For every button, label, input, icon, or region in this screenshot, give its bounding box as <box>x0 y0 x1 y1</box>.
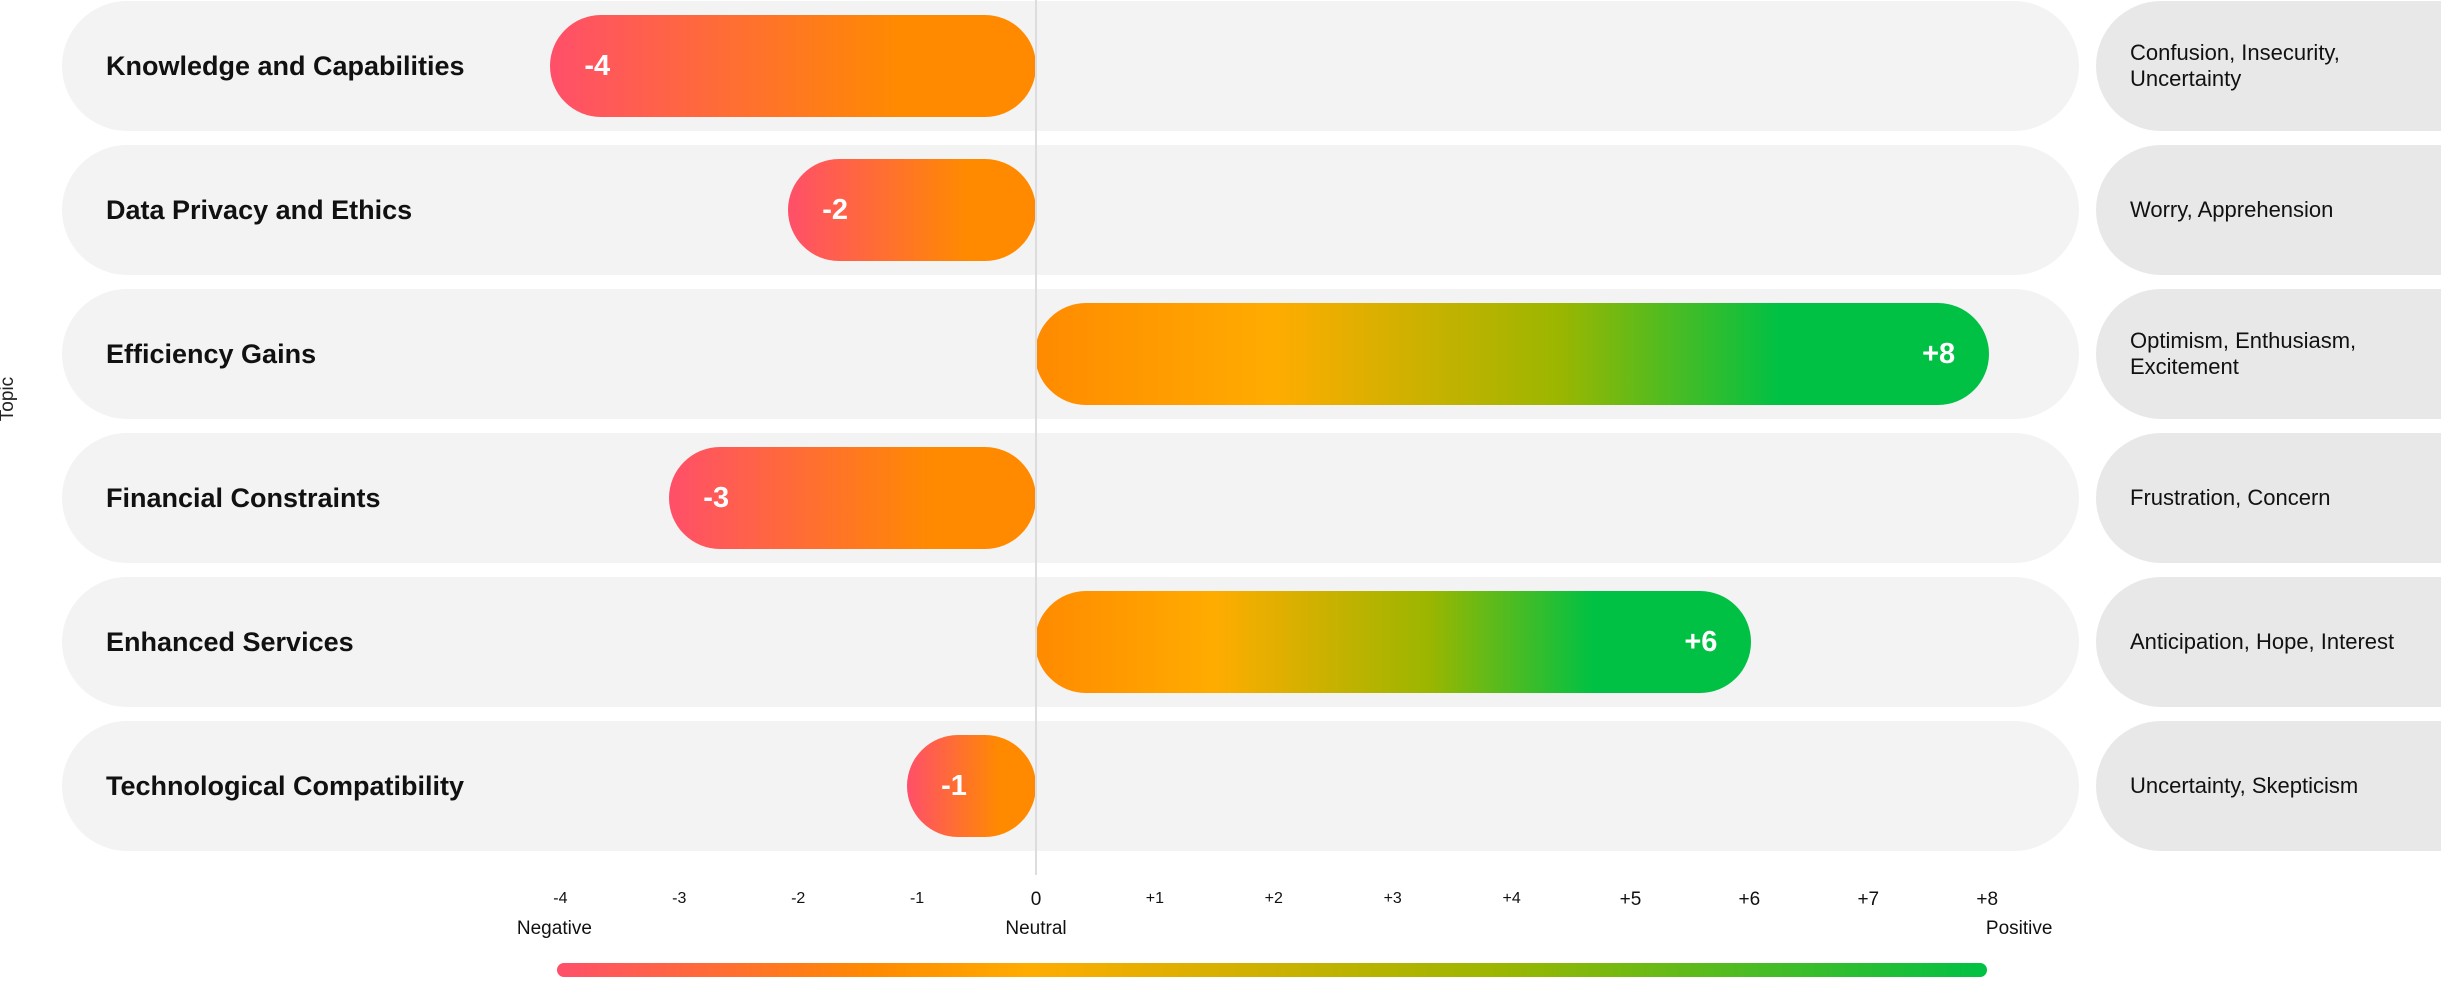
sentiment-value-label: -4 <box>584 49 611 82</box>
topic-row <box>62 145 2079 275</box>
sentiment-value-label: -2 <box>822 193 848 226</box>
x-tick-label: +7 <box>1857 889 1880 910</box>
x-tick-label: +8 <box>1976 889 1999 910</box>
topic-label: Enhanced Services <box>106 626 354 657</box>
neutral-scale-label: Neutral <box>1005 918 1067 939</box>
sentiment-value-label: +8 <box>1922 337 1956 370</box>
sentiment-bar: +8 <box>1035 303 1990 405</box>
negative-scale-label: Negative <box>516 918 592 939</box>
topic-label: Data Privacy and Ethics <box>106 194 413 225</box>
sentiment-bar: -2 <box>788 159 1036 261</box>
topic-row <box>62 721 2079 851</box>
y-axis-title: Topic <box>0 376 18 422</box>
neutral-zero-line <box>1035 0 1037 875</box>
x-tick-label: -2 <box>791 890 806 907</box>
x-tick-label: +5 <box>1619 889 1642 910</box>
sentiment-bar: -1 <box>907 735 1036 837</box>
positive-scale-label: Positive <box>1985 918 2053 939</box>
x-tick-label: +4 <box>1502 890 1521 907</box>
topic-row <box>62 1 2079 131</box>
topic-row <box>62 433 2079 563</box>
sentiment-bar: +6 <box>1035 591 1752 693</box>
x-tick-label: +6 <box>1738 889 1761 910</box>
topic-label: Financial Constraints <box>106 482 381 513</box>
x-tick-label: +1 <box>1145 890 1165 907</box>
emotion-label: Frustration, Concern <box>2096 433 2441 563</box>
x-tick-label: 0 <box>1030 889 1042 910</box>
x-tick-label: +2 <box>1264 890 1283 907</box>
x-tick-label: +3 <box>1383 890 1402 907</box>
emotion-label: Optimism, Enthusiasm, Excitement <box>2096 289 2441 419</box>
x-tick-label: -1 <box>909 890 925 907</box>
topic-label: Technological Compatibility <box>106 770 465 801</box>
sentiment-value-label: +6 <box>1684 625 1718 658</box>
sentiment-value-label: -3 <box>703 481 730 514</box>
x-tick-label: -3 <box>672 890 687 907</box>
topic-label: Knowledge and Capabilities <box>106 50 465 81</box>
sentiment-value-label: -1 <box>941 769 967 802</box>
topic-label: Efficiency Gains <box>106 338 317 369</box>
x-tick-label: -4 <box>553 890 568 907</box>
emotion-label: Anticipation, Hope, Interest <box>2096 577 2441 707</box>
sentiment-bar: -4 <box>550 15 1036 117</box>
emotion-label: Confusion, Insecurity, Uncertainty <box>2096 1 2441 131</box>
sentiment-gradient-legend <box>557 963 1988 977</box>
sentiment-bar: -3 <box>669 447 1036 549</box>
emotion-label: Uncertainty, Skepticism <box>2096 721 2441 851</box>
emotion-label: Worry, Apprehension <box>2096 145 2441 275</box>
